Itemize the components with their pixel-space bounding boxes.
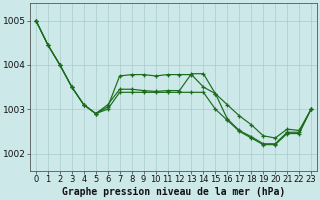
X-axis label: Graphe pression niveau de la mer (hPa): Graphe pression niveau de la mer (hPa) (62, 187, 285, 197)
